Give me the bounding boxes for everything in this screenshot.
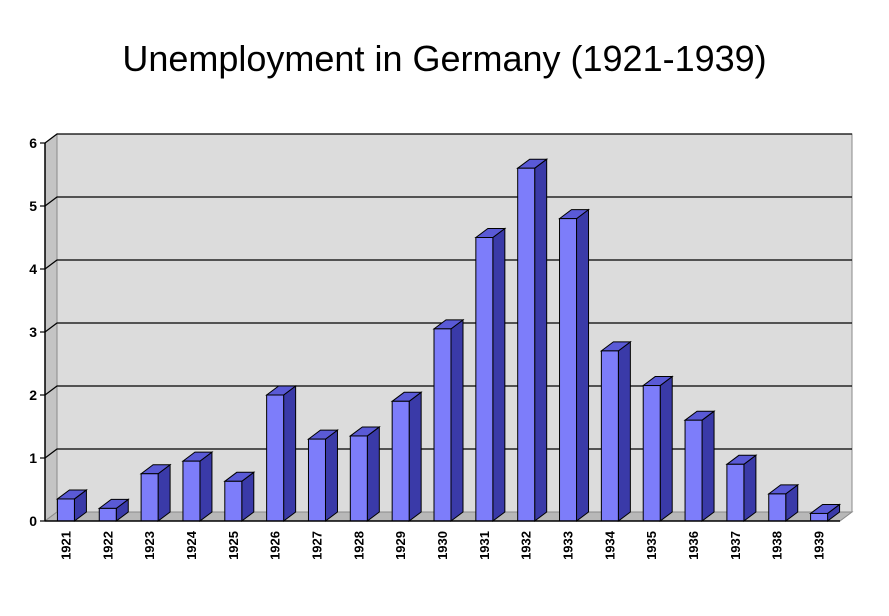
- bar-1935: [641, 375, 674, 522]
- y-tick-label: 1: [29, 450, 37, 466]
- bar-front: [349, 435, 368, 522]
- y-tick-label: 4: [29, 261, 37, 277]
- bar-1932: [516, 158, 549, 522]
- bar-side: [283, 385, 297, 522]
- x-tick-label: 1923: [142, 531, 157, 560]
- bar-1923: [139, 463, 172, 522]
- bar-front: [433, 328, 452, 522]
- x-tick-label: 1928: [351, 531, 366, 560]
- bar-1938: [767, 483, 800, 522]
- bar-front: [391, 400, 410, 522]
- bar-1925: [223, 471, 256, 522]
- bar-side: [576, 208, 590, 522]
- x-tick-label: 1921: [58, 531, 73, 560]
- x-tick-label: 1936: [686, 531, 701, 560]
- bar-front: [56, 498, 75, 522]
- bar-side: [534, 158, 548, 522]
- bar-front: [517, 167, 536, 522]
- y-tick-label: 6: [29, 135, 37, 151]
- x-tick-label: 1929: [393, 531, 408, 560]
- y-axis-ticks: 0 1 2 3 4 5 6: [29, 135, 45, 529]
- x-tick-label: 1931: [477, 531, 492, 560]
- grid-line: [44, 196, 852, 207]
- bar-1936: [683, 410, 716, 522]
- bar-side: [366, 425, 380, 522]
- x-tick-label: 1937: [728, 531, 743, 560]
- bar-front: [182, 460, 201, 522]
- bar-side: [157, 463, 171, 522]
- bars: [55, 158, 842, 523]
- bar-front: [307, 438, 326, 522]
- bar-front: [98, 507, 117, 522]
- bar-side: [617, 340, 631, 522]
- x-tick-label: 1939: [812, 531, 827, 560]
- x-tick-label: 1935: [644, 531, 659, 560]
- chart-title: Unemployment in Germany (1921-1939): [122, 38, 767, 79]
- bar-1924: [181, 451, 214, 522]
- x-tick-label: 1938: [770, 531, 785, 560]
- bar-1928: [348, 425, 381, 522]
- bar-front: [140, 473, 159, 522]
- x-tick-label: 1922: [100, 531, 115, 560]
- y-tick-label: 2: [29, 387, 37, 403]
- bar-front: [642, 385, 661, 522]
- x-tick-label: 1924: [184, 530, 199, 560]
- bar-front: [559, 218, 578, 522]
- bar-front: [266, 394, 285, 522]
- bar-1927: [306, 429, 339, 522]
- bar-1937: [725, 454, 758, 522]
- bar-front: [684, 419, 703, 522]
- bar-front: [768, 493, 787, 522]
- bar-side: [743, 454, 757, 522]
- x-tick-label: 1934: [602, 530, 617, 560]
- bar-1926: [265, 385, 298, 522]
- x-tick-label: 1927: [309, 531, 324, 560]
- bar-side: [199, 451, 213, 522]
- y-tick-label: 0: [29, 513, 37, 529]
- bar-front: [475, 237, 494, 522]
- bar-1931: [474, 227, 507, 522]
- x-tick-label: 1926: [268, 531, 283, 560]
- bar-side: [324, 429, 338, 522]
- bar-side: [659, 375, 673, 522]
- bar-front: [810, 512, 829, 522]
- bar-side: [701, 410, 715, 522]
- x-tick-label: 1932: [519, 531, 534, 560]
- bar-front: [224, 480, 243, 522]
- x-tick-label: 1930: [435, 531, 450, 560]
- bar-side: [492, 227, 506, 522]
- bar-side: [450, 318, 464, 522]
- y-tick-label: 3: [29, 324, 37, 340]
- grid-line: [44, 133, 852, 144]
- x-tick-label: 1933: [561, 531, 576, 560]
- bar-front: [726, 463, 745, 522]
- bar-1930: [432, 318, 465, 522]
- bar-1929: [390, 391, 423, 522]
- bar-1933: [558, 208, 591, 522]
- bar-1934: [599, 340, 632, 522]
- bar-1922: [97, 498, 130, 523]
- y-tick-label: 5: [29, 198, 37, 214]
- bar-side: [408, 391, 422, 522]
- x-tick-label: 1925: [226, 531, 241, 560]
- x-axis-ticks: 1921 1922 1923 1924 1925 1926 1927 1928 1929 1930…: [58, 530, 826, 560]
- bar-front: [600, 350, 619, 522]
